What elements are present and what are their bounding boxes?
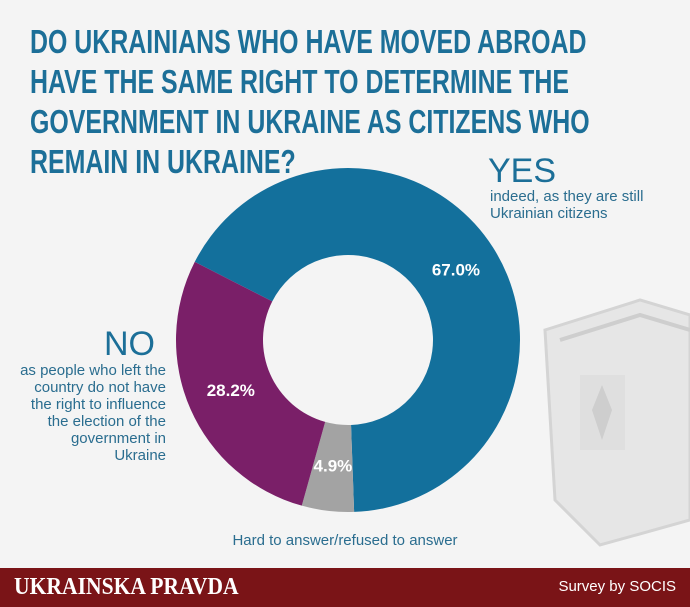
source: Survey by SOCIS	[558, 578, 676, 595]
donut-slice	[175, 261, 326, 506]
value-label: 28.2%	[207, 381, 255, 400]
value-label: 4.9%	[314, 457, 353, 476]
chart: 67.0% 4.9% 28.2%	[175, 168, 690, 547]
category-label: YES	[488, 152, 557, 190]
ballot-box	[543, 298, 690, 547]
chart-title: DO UKRAINIANS WHO HAVE MOVED ABROAD HAVE…	[30, 23, 590, 180]
brand: UKRAINSKA PRAVDA	[14, 574, 239, 600]
category-label: Hard to answer/refused to answer	[232, 532, 458, 549]
category-label: NO	[104, 325, 155, 363]
category-description: indeed, as they are still Ukrainian citi…	[490, 188, 644, 222]
category-description: as people who left the country do not ha…	[20, 362, 166, 464]
donut-slice	[194, 168, 520, 512]
donut-slice	[301, 421, 355, 512]
value-label: 67.0%	[432, 261, 480, 280]
footer: UKRAINSKA PRAVDA Survey by SOCIS	[0, 568, 690, 607]
